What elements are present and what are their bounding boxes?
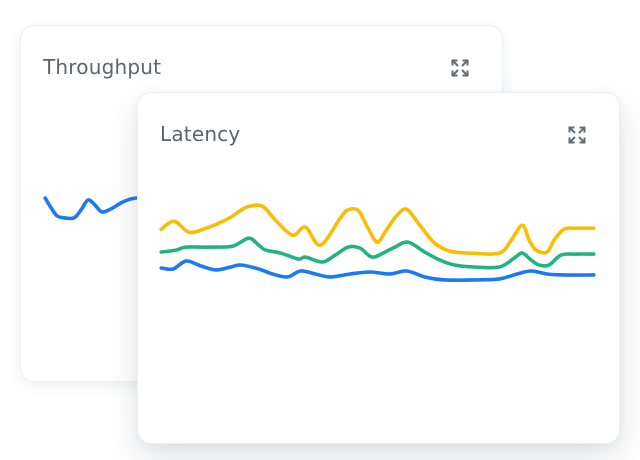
latency-card-title: Latency	[160, 122, 241, 146]
expand-arrows-icon	[451, 59, 469, 77]
blue-series-line	[43, 195, 145, 221]
green-series-line	[159, 236, 596, 270]
blue-series-line	[159, 259, 596, 282]
latency-card-header: Latency	[138, 93, 619, 147]
expand-arrows-icon	[568, 126, 586, 144]
latency-card: Latency	[137, 92, 620, 444]
latency-expand-button[interactable]	[565, 123, 589, 147]
amber-series-line	[159, 203, 596, 256]
throughput-card-header: Throughput	[21, 26, 502, 80]
throughput-expand-button[interactable]	[448, 56, 472, 80]
throughput-card-title: Throughput	[43, 55, 162, 79]
